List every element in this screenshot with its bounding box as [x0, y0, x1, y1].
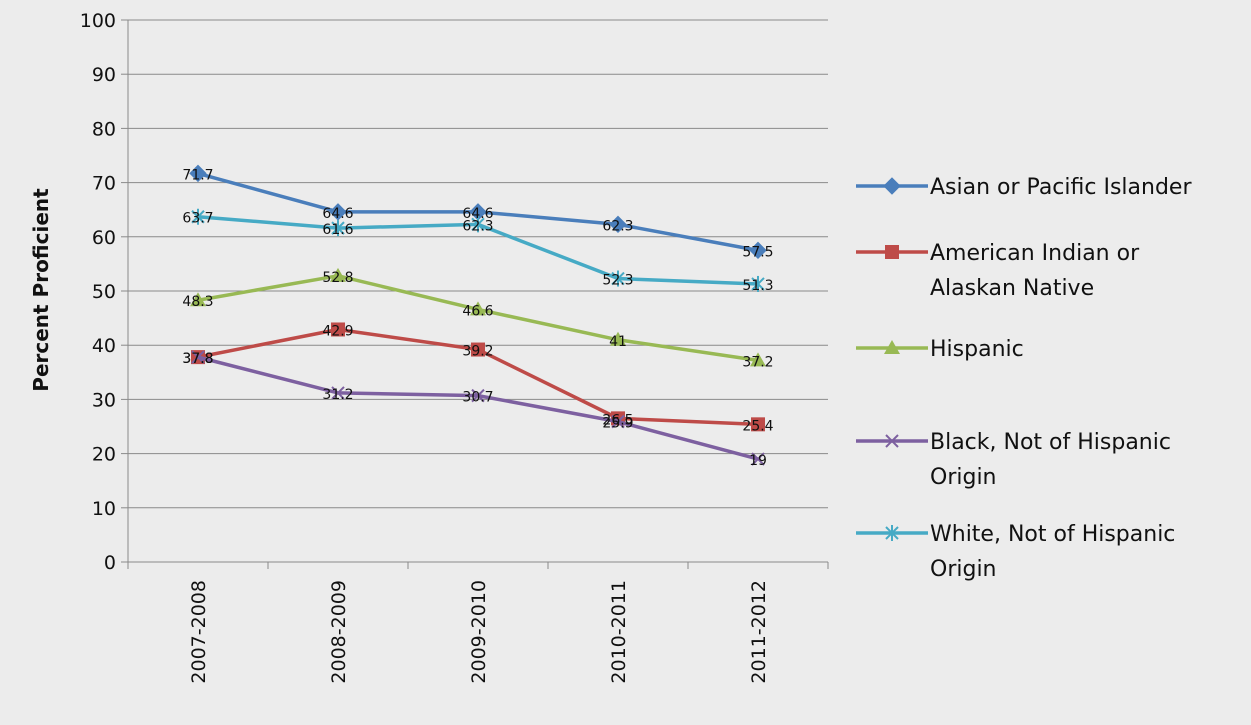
legend-label: Black, Not of Hispanic [930, 430, 1171, 455]
y-tick-label: 50 [92, 281, 116, 303]
y-tick-label: 90 [92, 64, 116, 86]
legend-label: Hispanic [930, 337, 1024, 362]
legend-label: White, Not of Hispanic [930, 522, 1175, 547]
y-tick-label: 60 [92, 227, 116, 249]
series-4 [191, 208, 765, 292]
legend-marker [884, 340, 900, 354]
data-label: 31.2 [322, 387, 353, 403]
data-point-marker [331, 220, 345, 237]
data-label: 25.4 [742, 418, 773, 434]
x-tick-label: 2008-2009 [328, 580, 350, 684]
y-axis-ticks: 0 10 20 30 40 50 60 70 80 90 100 [80, 10, 116, 574]
legend-label: Asian or Pacific Islander [930, 175, 1192, 200]
legend-item: American Indian or Alaskan Native [856, 241, 1140, 301]
y-tick-label: 20 [92, 444, 116, 466]
data-label: 52.3 [602, 273, 633, 289]
data-label: 46.6 [462, 303, 493, 319]
data-point-marker [330, 267, 346, 282]
y-tick-label: 10 [92, 498, 116, 520]
data-label: 26.5 [602, 412, 633, 428]
data-label: 51.3 [742, 278, 773, 294]
x-tick-label: 2011-2012 [748, 580, 770, 684]
data-point-marker [191, 350, 205, 364]
legend-label: Origin [930, 557, 997, 582]
data-label: 64.6 [462, 206, 493, 222]
data-label: 39.2 [462, 344, 493, 360]
data-label: 52.8 [322, 270, 353, 286]
data-label: 42.9 [322, 323, 353, 339]
data-label: 37.2 [742, 354, 773, 370]
legend-item: Hispanic [856, 337, 1024, 362]
data-label: 71.7 [182, 167, 213, 183]
data-point-marker [331, 322, 345, 337]
data-label: 61.6 [322, 222, 353, 238]
legend-label: American Indian or [930, 241, 1140, 266]
data-point-marker [470, 301, 486, 316]
data-label: 41 [609, 334, 627, 350]
y-tick-label: 0 [104, 552, 116, 574]
data-label: 57.5 [742, 244, 773, 260]
data-label: 30.7 [462, 390, 493, 406]
legend-item: Black, Not of Hispanic Origin [856, 430, 1171, 490]
data-point-marker [329, 203, 347, 221]
data-point-marker [749, 241, 767, 260]
data-point-marker [750, 352, 766, 367]
legend-item: Asian or Pacific Islander [856, 175, 1192, 200]
data-label: 62.3 [462, 218, 493, 234]
y-tick-label: 80 [92, 118, 116, 140]
data-point-marker [191, 208, 205, 225]
data-label: 37.8 [182, 351, 213, 367]
data-point-marker [751, 452, 765, 466]
data-point-marker [331, 386, 345, 400]
data-label: 37.8 [182, 351, 213, 367]
series-0 [189, 164, 767, 260]
data-label: 62.3 [602, 218, 633, 234]
series-3 [191, 350, 765, 466]
data-point-marker [610, 331, 626, 346]
legend-label: Origin [930, 465, 997, 490]
data-point-marker [611, 270, 625, 287]
data-label: 63.7 [182, 211, 213, 227]
legend-item: White, Not of Hispanic Origin [856, 522, 1175, 582]
data-point-marker [471, 216, 485, 233]
data-labels: 71.764.6 64.662.357.537.842.939.226.5 25.4… [182, 167, 773, 469]
data-label: 64.6 [322, 206, 353, 222]
y-axis-label: Percent Proficient [29, 188, 53, 392]
y-tick-label: 40 [92, 335, 116, 357]
data-label: 25.9 [602, 416, 633, 432]
data-point-marker [189, 164, 207, 183]
x-tick-label: 2007-2008 [188, 580, 210, 684]
series-line [197, 355, 759, 461]
x-axis-ticks: 2007-2008 2008-2009 2009-2010 2010-2011 2011… [188, 580, 770, 684]
y-tick-label: 30 [92, 389, 116, 411]
data-point-marker [471, 388, 485, 403]
series-2 [190, 267, 766, 367]
data-point-marker [611, 414, 625, 429]
data-point-marker [190, 292, 206, 307]
x-tick-label: 2009-2010 [468, 580, 490, 684]
series-group [189, 164, 767, 466]
legend-marker [885, 434, 899, 448]
y-tick-label: 100 [80, 10, 116, 32]
data-point-marker [609, 215, 627, 234]
legend: Asian or Pacific Islander American Indian… [856, 175, 1192, 582]
legend-marker [885, 525, 899, 541]
data-point-marker [751, 417, 765, 432]
x-tick-label: 2010-2011 [608, 580, 630, 684]
data-point-marker [471, 342, 485, 357]
data-point-marker [751, 275, 765, 292]
legend-marker [885, 245, 899, 259]
legend-marker [883, 177, 901, 195]
legend-label: Alaskan Native [930, 276, 1094, 301]
data-label: 48.3 [182, 294, 213, 310]
y-tick-label: 70 [92, 173, 116, 195]
data-label: 19 [749, 453, 767, 469]
